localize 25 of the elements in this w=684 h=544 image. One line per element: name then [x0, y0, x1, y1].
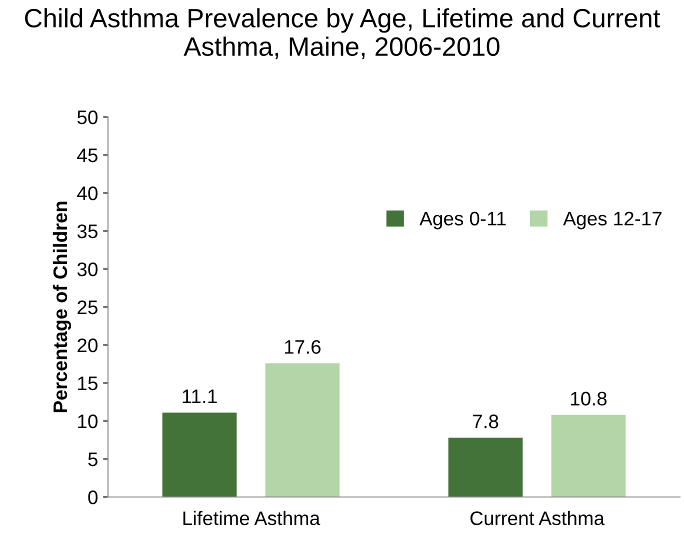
bar: [265, 363, 340, 497]
y-tick-label: 10: [78, 414, 98, 428]
data-label: 17.6: [285, 340, 321, 354]
y-tick-label: 50: [77, 110, 98, 124]
legend-label: Ages 12-17: [563, 212, 662, 230]
y-tick-label: 40: [77, 186, 98, 200]
x-tick-label: Current Asthma: [470, 510, 605, 526]
y-tick-label: 0: [88, 490, 98, 504]
data-label: 10.8: [571, 392, 607, 406]
legend-label: Ages 0-11: [420, 212, 506, 230]
y-axis-title: Percentage of Children: [52, 202, 72, 412]
data-label: 7.8: [473, 414, 498, 428]
bar: [551, 414, 626, 497]
y-tick-label: 30: [77, 262, 98, 276]
y-tick-label: 45: [77, 148, 98, 162]
data-label: 11.1: [182, 390, 217, 404]
y-tick-label: 5: [88, 452, 98, 466]
bar: [162, 412, 237, 497]
x-tick-label: Lifetime Asthma: [183, 510, 320, 526]
y-tick-label: 35: [77, 224, 98, 238]
y-tick-label: 25: [78, 300, 98, 314]
bar: [448, 438, 523, 497]
y-tick-label: 20: [78, 338, 98, 352]
chart-title: Child Asthma Prevalence by Age, Lifetime and Current Asthma, Maine, 2006-2010: [25, 8, 660, 60]
y-tick-label: 15: [78, 376, 98, 390]
